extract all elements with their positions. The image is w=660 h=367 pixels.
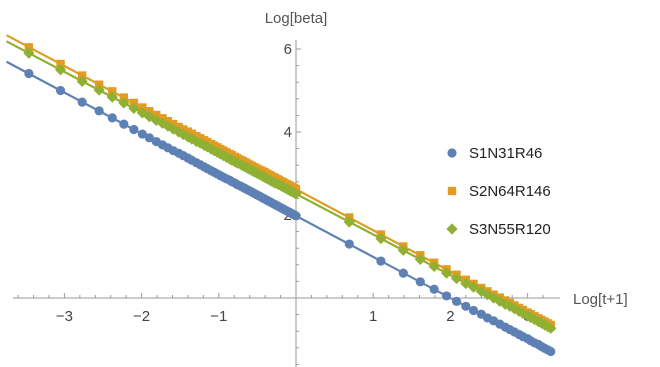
data-point-square [24, 43, 34, 52]
data-point-square [108, 87, 117, 96]
data-point-diamond [375, 233, 387, 245]
data-point-circle [129, 124, 139, 135]
legend-item: S2N64R146 [447, 183, 551, 200]
legend-label: S2N64R146 [469, 183, 551, 200]
data-point-circle [77, 97, 87, 107]
data-point-circle [144, 133, 154, 143]
data-points [23, 43, 557, 357]
x-tick-label: −1 [210, 308, 227, 325]
data-point-circle [137, 129, 147, 139]
x-tick-label: 2 [446, 308, 454, 325]
data-point-diamond [513, 305, 525, 317]
y-tick-label: 6 [284, 41, 292, 58]
data-point-diamond [118, 97, 130, 109]
legend: S1N31R46 S2N64R146 S3N55R120 [446, 145, 551, 238]
data-point-diamond [508, 303, 521, 315]
data-point-diamond [290, 188, 302, 200]
data-point-diamond [504, 300, 516, 312]
data-point-diamond [440, 267, 453, 279]
legend-diamond-marker [446, 223, 458, 235]
data-point-circle [451, 296, 462, 306]
data-point-diamond [128, 102, 140, 114]
x-tick-label: −2 [133, 308, 150, 325]
x-axis-title: Log[t+1] [573, 291, 628, 308]
data-point-circle [376, 256, 386, 266]
data-point-circle [107, 113, 117, 123]
data-point-square [77, 71, 87, 80]
data-point-diamond [54, 64, 67, 76]
y-axis-title: Log[beta] [265, 10, 328, 27]
data-point-diamond [428, 260, 440, 273]
data-point-circle [546, 346, 556, 357]
data-point-circle [55, 85, 66, 96]
data-point-diamond [450, 272, 463, 285]
data-point-diamond [93, 84, 105, 96]
data-point-circle [344, 239, 354, 249]
data-point-diamond [528, 313, 541, 326]
legend-item: S1N31R46 [447, 145, 542, 162]
data-point-diamond [414, 253, 426, 266]
legend-circle-marker [447, 148, 457, 158]
data-point-circle [291, 211, 301, 221]
data-point-diamond [343, 216, 355, 228]
legend-label: S3N55R120 [469, 221, 551, 238]
data-point-circle [119, 119, 129, 129]
y-tick-label: 4 [284, 124, 292, 141]
data-point-circle [24, 68, 34, 79]
data-point-diamond [545, 322, 557, 334]
data-point-diamond [467, 281, 480, 293]
y-ticks: 246 [284, 41, 301, 365]
data-point-diamond [499, 298, 511, 310]
legend-item: S3N55R120 [446, 221, 551, 238]
data-point-circle [415, 277, 425, 287]
data-point-circle [441, 291, 452, 301]
legend-square-marker [447, 186, 457, 196]
x-tick-label: 1 [369, 308, 377, 325]
data-point-diamond [397, 244, 409, 256]
data-point-circle [94, 106, 104, 116]
data-point-diamond [460, 277, 472, 290]
data-point-diamond [475, 285, 487, 297]
data-point-circle [468, 305, 479, 316]
data-point-diamond [76, 75, 88, 87]
x-tick-label: −3 [56, 308, 73, 325]
data-point-diamond [106, 91, 118, 103]
data-point-diamond [23, 47, 35, 59]
data-point-circle [429, 284, 439, 294]
data-point-circle [461, 301, 471, 311]
data-point-square [56, 59, 65, 69]
data-point-diamond [525, 311, 537, 324]
data-point-circle [398, 268, 408, 278]
legend-label: S1N31R46 [469, 145, 542, 162]
